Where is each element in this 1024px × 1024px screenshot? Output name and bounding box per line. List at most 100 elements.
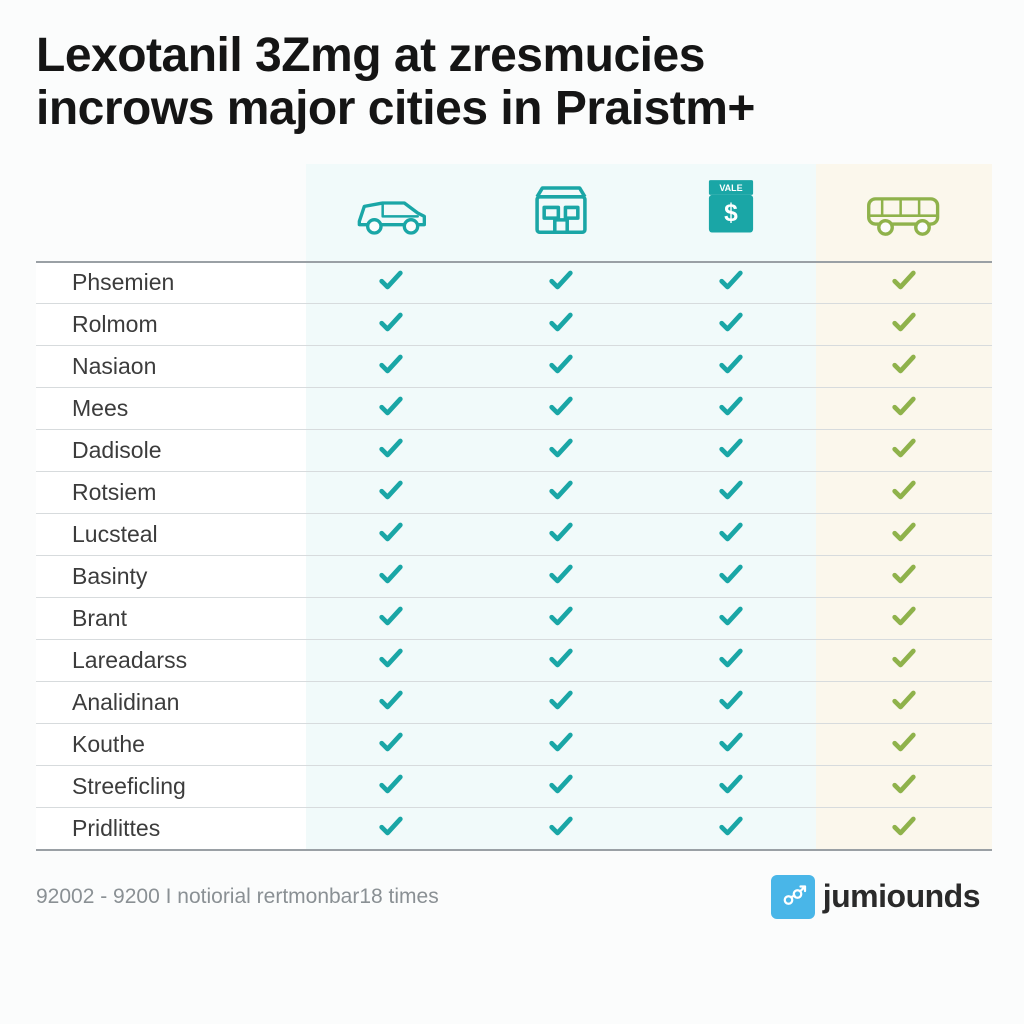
- check-icon: [377, 476, 405, 504]
- check-icon: [377, 434, 405, 462]
- check-icon: [717, 602, 745, 630]
- cell: [646, 808, 816, 850]
- check-icon: [377, 602, 405, 630]
- title-line-2: incrows major cities in Praistm+: [36, 82, 755, 135]
- check-icon: [547, 812, 575, 840]
- store-icon: [530, 184, 592, 238]
- cell: [476, 472, 646, 514]
- header-col-4: [816, 164, 992, 262]
- table-row: Phsemien: [36, 262, 992, 304]
- cell: [816, 472, 992, 514]
- check-icon: [890, 644, 918, 672]
- table-row: Dadisole: [36, 430, 992, 472]
- price-tag-label-svg: VALE: [719, 182, 742, 192]
- cell: [306, 556, 476, 598]
- table-row: Lareadarss: [36, 640, 992, 682]
- cell: [476, 304, 646, 346]
- svg-text:$: $: [724, 200, 738, 227]
- check-icon: [717, 518, 745, 546]
- check-icon: [717, 770, 745, 798]
- van-icon: [862, 190, 946, 238]
- check-icon: [547, 350, 575, 378]
- table-row: Brant: [36, 598, 992, 640]
- cell: [476, 808, 646, 850]
- check-icon: [717, 308, 745, 336]
- cell: [646, 346, 816, 388]
- cell: [306, 808, 476, 850]
- cell: [306, 430, 476, 472]
- check-icon: [547, 560, 575, 588]
- check-icon: [547, 686, 575, 714]
- cell: [646, 556, 816, 598]
- table-row: Nasiaon: [36, 346, 992, 388]
- cell: [306, 724, 476, 766]
- check-icon: [547, 518, 575, 546]
- cell: [476, 430, 646, 472]
- table-row: Kouthe: [36, 724, 992, 766]
- check-icon: [377, 308, 405, 336]
- cell: [646, 430, 816, 472]
- check-icon: [717, 476, 745, 504]
- check-icon: [717, 392, 745, 420]
- check-icon: [890, 812, 918, 840]
- check-icon: [377, 518, 405, 546]
- cell: [306, 640, 476, 682]
- cell: [816, 724, 992, 766]
- title-line-1: Lexotanil 3Zmg at zresmucies: [36, 29, 705, 82]
- cell: [476, 388, 646, 430]
- check-icon: [547, 308, 575, 336]
- table-row: Basinty: [36, 556, 992, 598]
- check-icon: [890, 560, 918, 588]
- cell: [476, 724, 646, 766]
- check-icon: [890, 434, 918, 462]
- check-icon: [717, 434, 745, 462]
- cell: [306, 598, 476, 640]
- check-icon: [377, 728, 405, 756]
- page-title: Lexotanil 3Zmg at zresmucies incrows maj…: [36, 30, 992, 136]
- header-col-2: [476, 164, 646, 262]
- cell: [816, 388, 992, 430]
- row-name: Lareadarss: [36, 640, 306, 682]
- check-icon: [547, 728, 575, 756]
- cell: [816, 304, 992, 346]
- cell: [646, 472, 816, 514]
- header-col-3: VALE $: [646, 164, 816, 262]
- check-icon: [547, 266, 575, 294]
- check-icon: [890, 686, 918, 714]
- row-name: Phsemien: [36, 262, 306, 304]
- check-icon: [890, 728, 918, 756]
- table-row: Analidinan: [36, 682, 992, 724]
- table-row: Rolmom: [36, 304, 992, 346]
- cell: [306, 472, 476, 514]
- check-icon: [890, 350, 918, 378]
- cell: [646, 304, 816, 346]
- table-row: Streeficling: [36, 766, 992, 808]
- cell: [306, 766, 476, 808]
- cell: [306, 682, 476, 724]
- cell: [816, 640, 992, 682]
- check-icon: [377, 644, 405, 672]
- cell: [646, 262, 816, 304]
- check-icon: [890, 518, 918, 546]
- cell: [816, 514, 992, 556]
- check-icon: [377, 686, 405, 714]
- row-name: Streeficling: [36, 766, 306, 808]
- cell: [476, 346, 646, 388]
- cell: [306, 346, 476, 388]
- row-name: Lucsteal: [36, 514, 306, 556]
- check-icon: [890, 476, 918, 504]
- cell: [476, 766, 646, 808]
- check-icon: [547, 392, 575, 420]
- brand: jumiounds: [771, 875, 980, 919]
- check-icon: [377, 770, 405, 798]
- check-icon: [717, 812, 745, 840]
- check-icon: [717, 266, 745, 294]
- check-icon: [890, 266, 918, 294]
- check-icon: [377, 812, 405, 840]
- comparison-table: VALE $: [36, 164, 992, 851]
- cell: [646, 388, 816, 430]
- check-icon: [377, 560, 405, 588]
- row-name: Basinty: [36, 556, 306, 598]
- table-row: Mees: [36, 388, 992, 430]
- check-icon: [547, 644, 575, 672]
